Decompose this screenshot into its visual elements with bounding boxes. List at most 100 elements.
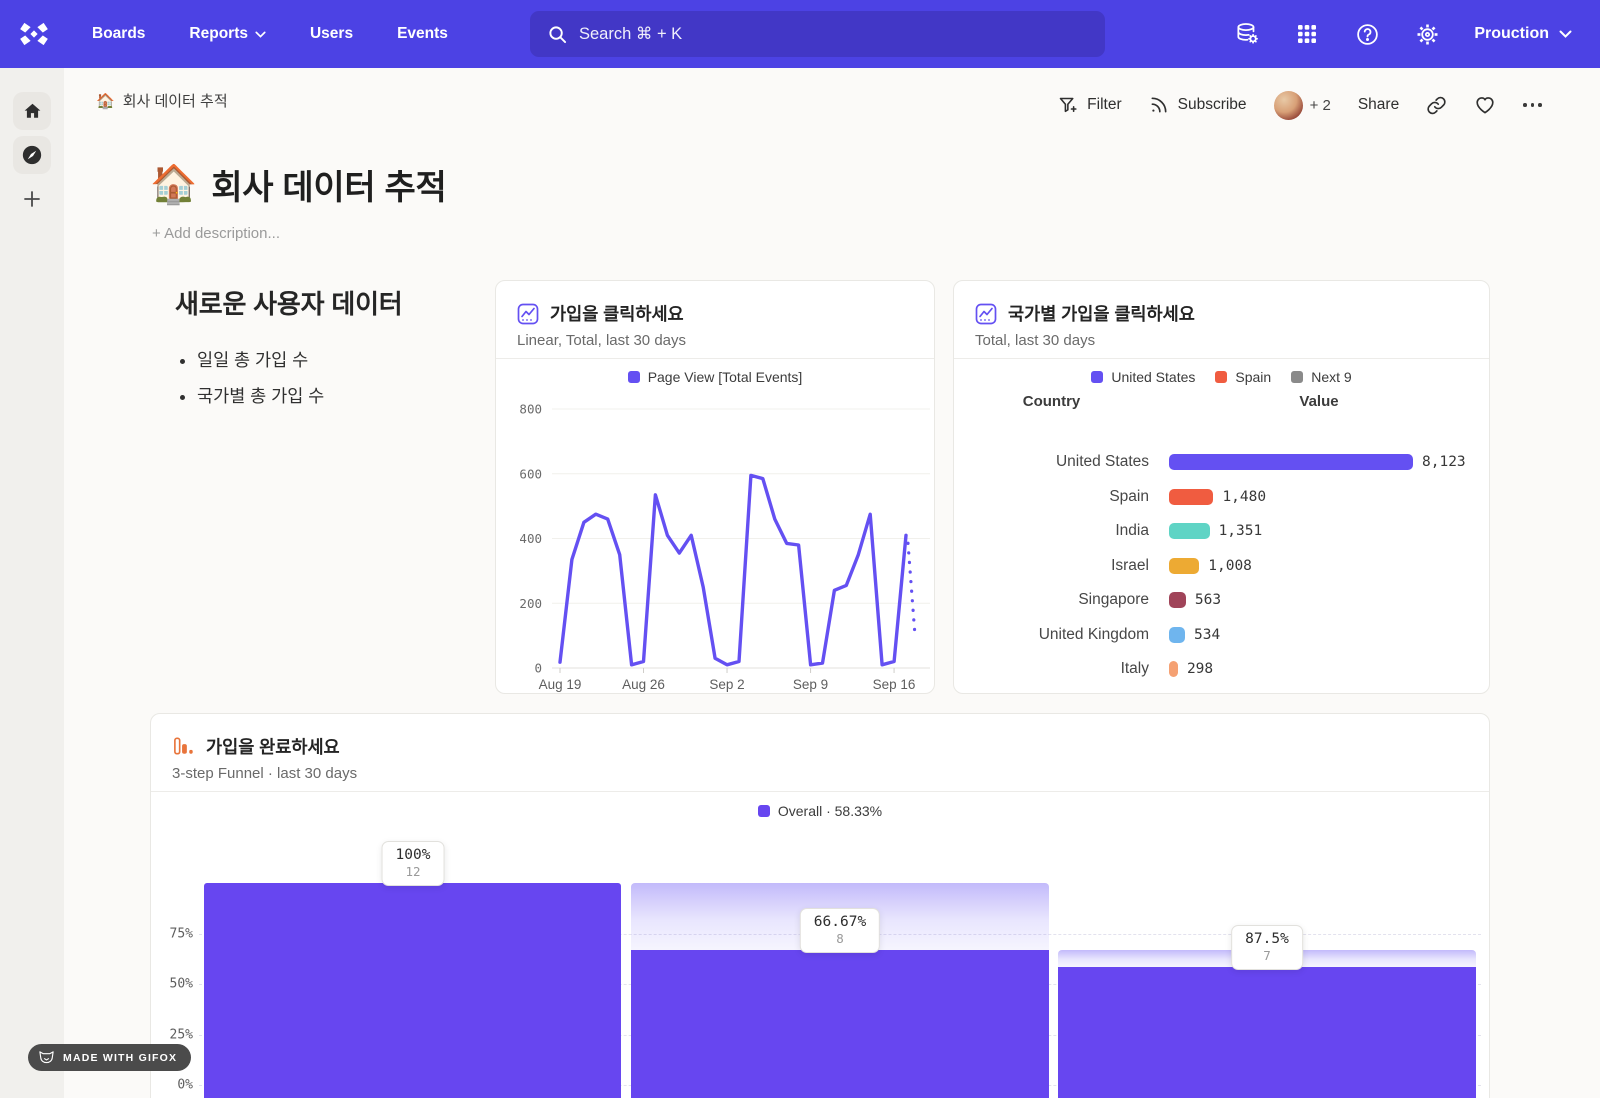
svg-text:Sep 9: Sep 9 [793,677,828,692]
country-card-title[interactable]: 국가별 가입을 클릭하세요 [1008,304,1195,324]
legend-item-next-9[interactable]: Next 9 [1291,369,1352,385]
share-label: Share [1357,96,1400,113]
country-bar [1169,523,1210,540]
left-rail [0,68,64,1098]
svg-text:600: 600 [519,466,542,481]
bullet-item: 일일 총 가입 수 [197,347,465,372]
project-name: Prouction [1474,25,1549,42]
legend-label: United States [1111,369,1196,385]
funnel-conversion-pct: 87.5% [1245,931,1289,948]
svg-text:200: 200 [519,596,542,611]
country-bar-card[interactable]: 국가별 가입을 클릭하세요 Total, last 30 days United… [953,280,1490,694]
gifox-badge[interactable]: MADE WITH GIFOX [28,1044,192,1071]
apps-grid-icon[interactable] [1294,21,1320,47]
nav-item-reports[interactable]: Reports [189,25,266,43]
legend-item-spain[interactable]: Spain [1215,369,1271,385]
subscribe-button[interactable]: Subscribe [1149,95,1247,115]
favorite-button[interactable] [1474,94,1496,116]
funnel-count: 7 [1263,948,1271,964]
country-value: 1,008 [1208,557,1252,574]
home-button[interactable] [13,92,51,130]
legend-item-united-states[interactable]: United States [1091,369,1195,385]
country-value: 1,480 [1222,488,1267,505]
svg-text:Sep 16: Sep 16 [873,677,916,692]
funnel-count: 12 [405,864,421,879]
funnel-bar-step-1[interactable] [204,883,621,1098]
line-chart-plot[interactable]: 0 200 400 600 800 Aug 19 Aug 26 Sep 2 Sep 9 Sep 1… [496,377,936,693]
legend-swatch [1291,371,1304,383]
settings-icon[interactable] [1414,21,1440,47]
nav-item-events[interactable]: Events [397,25,448,43]
search-input[interactable]: Search ⌘ + K [530,11,1105,57]
line-card-title[interactable]: 가입을 클릭하세요 [550,304,684,324]
country-row-united-kingdom[interactable]: United Kingdom 534 [954,618,1489,653]
country-card-subtitle: Total, last 30 days [975,332,1096,349]
page-title[interactable]: 회사 데이터 추적 [211,169,447,207]
add-description-button[interactable]: + Add description... [152,225,280,242]
funnel-legend-item[interactable]: Overall · 58.33% [757,803,882,819]
country-label: Singapore [1078,591,1149,609]
funnel-bar-step-2[interactable] [631,950,1049,1098]
funnel-card[interactable]: 가입을 완료하세요 3-step Funnel · last 30 days O… [150,713,1490,1098]
country-row-united-states[interactable]: United States 8,123 [954,445,1489,480]
avatar [1273,90,1303,120]
discover-button[interactable] [13,136,51,174]
country-label: Spain [1109,487,1149,505]
funnel-conversion-pct: 100% [395,847,431,863]
nav-item-label: Boards [92,25,146,42]
mixpanel-logo-icon[interactable] [0,0,68,68]
line-legend-item[interactable]: Page View [Total Events] [627,369,802,385]
breadcrumb[interactable]: 🏠 회사 데이터 추적 [96,90,228,111]
share-button[interactable]: Share [1358,96,1399,114]
funnel-y-label: 25% [169,1027,193,1042]
project-switcher[interactable]: Prouction [1474,25,1572,43]
data-management-icon[interactable] [1234,21,1260,47]
country-row-partial[interactable]: Canada [954,686,1489,694]
funnel-step-tooltip: 87.5% 7 [1231,925,1303,971]
country-value: 298 [1186,661,1214,678]
text-widget-heading: 새로운 사용자 데이터 [175,289,403,319]
svg-text:800: 800 [519,402,542,417]
line-chart-card[interactable]: 가입을 클릭하세요 Linear, Total, last 30 days Pa… [495,280,935,694]
country-bar [1169,488,1214,505]
filter-button[interactable]: Filter [1057,95,1122,116]
compass-icon [22,145,42,165]
chevron-down-icon [1559,30,1572,38]
copy-link-button[interactable] [1426,95,1447,116]
nav-item-users[interactable]: Users [310,25,353,43]
country-row-singapore[interactable]: Singapore 563 [954,583,1489,618]
nav-item-label: Events [397,25,448,42]
country-row-india[interactable]: India 1,351 [954,514,1489,549]
country-legend: United States Spain Next 9 [954,369,1489,385]
funnel-chart-plot[interactable]: 75% 50% 25% 0% 100% 12 66.67% 8 87.5% 7 [151,714,1489,1098]
help-icon[interactable] [1354,21,1380,47]
nav-item-boards[interactable]: Boards [92,25,145,43]
country-value: 1,351 [1218,523,1263,540]
legend-label: Spain [1235,369,1272,385]
subscribe-label: Subscribe [1177,96,1247,113]
svg-text:Aug 19: Aug 19 [539,677,582,692]
funnel-y-label: 50% [169,976,193,992]
line-chart-icon [975,303,997,324]
collaborators[interactable]: + 2 [1273,90,1331,120]
country-label: Israel [1111,556,1149,574]
add-board-button[interactable] [13,180,51,218]
heart-icon [1476,97,1494,114]
country-row-italy[interactable]: Italy 298 [954,652,1489,687]
nav-item-label: Users [309,25,354,42]
country-value: 563 [1194,592,1222,609]
legend-swatch [1215,371,1228,383]
country-row-spain[interactable]: Spain 1,480 [954,480,1489,515]
more-options-button[interactable] [1523,103,1542,107]
funnel-chart-icon [174,737,193,755]
board-title-emoji: 🏠 [150,163,198,206]
svg-text:0: 0 [534,661,542,676]
funnel-card-title[interactable]: 가입을 완료하세요 [206,737,340,757]
country-row-israel[interactable]: Israel 1,008 [954,549,1489,584]
nav-right-cluster: Prouction [1234,0,1572,68]
line-chart-icon [517,303,539,324]
funnel-bar-step-3[interactable] [1058,967,1476,1098]
country-label: United Kingdom [1038,625,1149,643]
legend-swatch [1091,371,1104,383]
country-label: India [1115,522,1149,540]
